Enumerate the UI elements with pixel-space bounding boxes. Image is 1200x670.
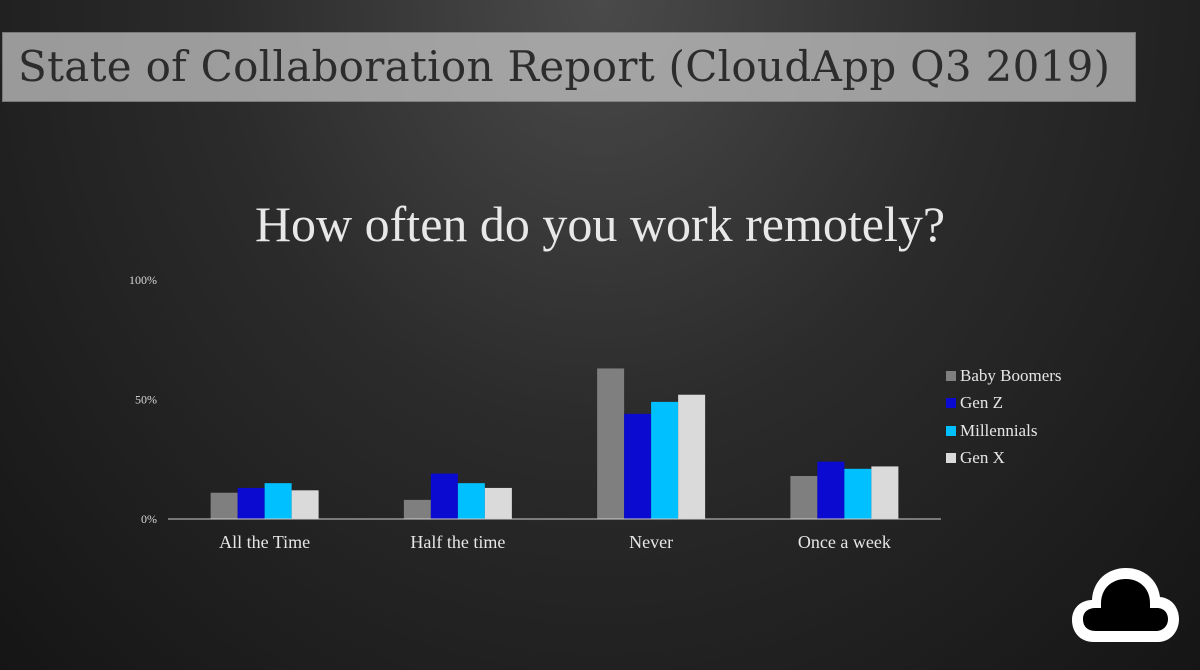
- legend-label: Millennials: [960, 420, 1038, 440]
- legend-label: Gen X: [960, 448, 1005, 468]
- bar-millennials: [844, 468, 872, 519]
- y-tick-label: 50%: [135, 393, 157, 407]
- bar-gen-z: [237, 487, 265, 519]
- bar-millennials: [264, 483, 292, 519]
- legend-item: Gen Z: [946, 390, 1146, 418]
- y-tick-label: 0%: [141, 512, 157, 526]
- bar-gen-x: [871, 466, 899, 519]
- chart-title: How often do you work remotely?: [254, 196, 946, 252]
- legend-label: Baby Boomers: [960, 365, 1062, 385]
- bar-baby-boomers: [790, 475, 818, 519]
- bar-gen-x: [484, 487, 512, 519]
- legend-item: Gen X: [946, 445, 1146, 473]
- bar-gen-z: [817, 461, 845, 519]
- legend-swatch: [946, 453, 956, 464]
- bar-gen-z: [430, 473, 458, 519]
- bar-millennials: [457, 483, 485, 519]
- slide-title: State of Collaboration Report (CloudApp …: [18, 42, 1111, 91]
- bar-baby-boomers: [210, 492, 238, 519]
- x-tick-label: All the Time: [219, 532, 310, 552]
- legend-item: Baby Boomers: [946, 362, 1146, 390]
- legend-swatch: [946, 370, 956, 381]
- x-tick-label: Half the time: [410, 532, 505, 552]
- legend-swatch: [946, 398, 956, 409]
- legend-item: Millennials: [946, 417, 1146, 445]
- x-tick-label: Once a week: [798, 532, 891, 552]
- y-tick-label: 100%: [129, 273, 157, 287]
- bar-gen-z: [624, 413, 652, 519]
- bar-millennials: [651, 401, 679, 519]
- cloud-icon: [1072, 568, 1179, 642]
- chart-legend: Baby Boomers Gen Z Millennials Gen X: [946, 362, 1146, 472]
- bar-baby-boomers: [597, 368, 625, 519]
- legend-label: Gen Z: [960, 393, 1003, 413]
- bar-gen-x: [291, 490, 319, 519]
- bar-baby-boomers: [403, 499, 431, 519]
- x-tick-label: Never: [629, 532, 673, 552]
- bar-gen-x: [678, 394, 706, 519]
- title-banner: [2, 32, 1136, 102]
- legend-swatch: [946, 425, 956, 436]
